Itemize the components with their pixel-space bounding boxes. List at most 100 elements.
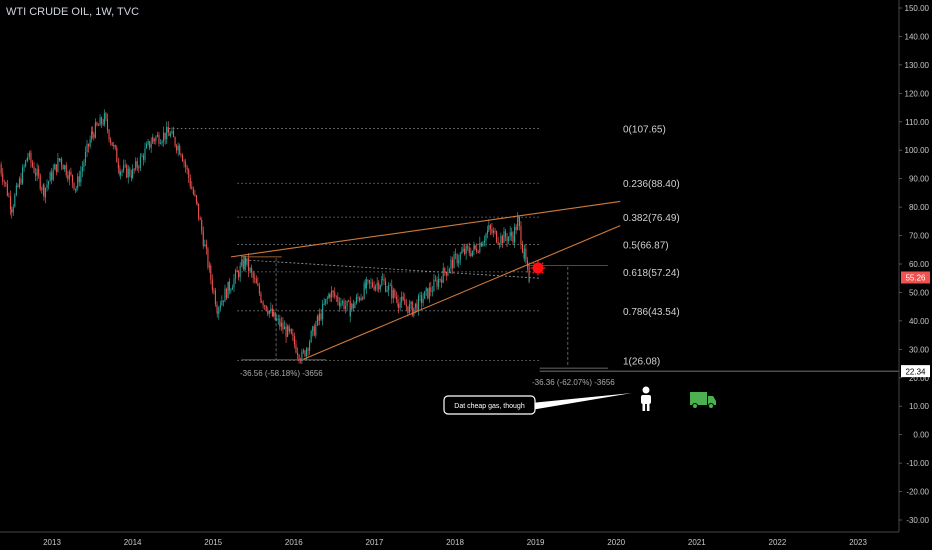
candle-body xyxy=(97,125,100,126)
candle-body xyxy=(407,306,409,313)
candle-body xyxy=(292,333,294,337)
candle-body xyxy=(401,296,403,303)
candle-body xyxy=(309,342,311,351)
candle-body xyxy=(310,331,312,343)
candle-body xyxy=(127,168,129,178)
truck-cab xyxy=(708,396,716,405)
candle-body xyxy=(389,285,391,287)
candle-body xyxy=(75,188,77,190)
candle-body xyxy=(121,170,123,173)
candle-body xyxy=(239,265,241,278)
candle-body xyxy=(111,142,113,146)
candle-body xyxy=(52,169,54,180)
candle-body xyxy=(405,304,407,307)
candle-body xyxy=(441,279,443,283)
candle-body xyxy=(473,245,475,251)
candle-body xyxy=(23,166,25,168)
candle-body xyxy=(189,178,191,187)
candle-body xyxy=(477,252,479,253)
candle-body xyxy=(290,329,292,334)
candle-body xyxy=(219,305,221,308)
candle-body xyxy=(518,217,520,227)
candle-body xyxy=(459,253,461,261)
y-tick-label: -30.00 xyxy=(906,516,929,525)
callout-text: Dat cheap gas, though xyxy=(454,403,525,410)
y-axis[interactable]: 150.00 140.00 130.00 120.00 110.00 100.00 90.0… xyxy=(898,0,930,532)
candle-body xyxy=(123,165,125,171)
candle-body xyxy=(345,306,347,309)
candle-body xyxy=(224,288,226,302)
candle-body xyxy=(141,155,143,157)
candle-body xyxy=(36,168,38,176)
candle-body xyxy=(198,203,200,219)
current-price-tag[interactable] xyxy=(901,271,930,284)
candle-body xyxy=(349,309,351,317)
candle-body xyxy=(431,291,433,292)
candle-body xyxy=(230,289,232,291)
lower-wedge-line[interactable] xyxy=(303,225,621,360)
candle-body xyxy=(255,278,257,284)
candle-body xyxy=(341,301,344,304)
candle-body xyxy=(436,280,438,287)
candle-body xyxy=(231,287,233,290)
candle-body xyxy=(108,129,110,140)
candle-body xyxy=(149,141,151,148)
candle-body xyxy=(430,287,432,292)
x-tick-label: 2016 xyxy=(285,538,303,547)
candle-body xyxy=(283,326,286,330)
candle-body xyxy=(58,158,60,161)
candle-body xyxy=(365,279,367,288)
measure-label-1: -36.56 (-58.18%) -3656 xyxy=(240,369,323,378)
candle-body xyxy=(142,155,144,160)
candle-body xyxy=(18,178,20,187)
candle-body xyxy=(113,145,115,146)
current-price-label: 55.26 xyxy=(905,274,926,283)
candle-body xyxy=(337,296,339,302)
fib-level-label: 0(107.65) xyxy=(623,124,666,135)
y-tick-label: 90.00 xyxy=(909,175,930,184)
candle-body xyxy=(467,246,469,248)
wedge-trendlines[interactable] xyxy=(230,200,621,360)
candle-body xyxy=(329,294,331,298)
candle-body xyxy=(517,217,519,218)
candle-body xyxy=(395,296,397,300)
crosshair-price-tag[interactable] xyxy=(901,365,930,378)
candle-body xyxy=(422,298,424,304)
candle-body xyxy=(205,244,207,249)
candle-body xyxy=(302,350,304,353)
x-tick-label: 2015 xyxy=(204,538,222,547)
candle-body xyxy=(328,294,330,298)
candle-body xyxy=(0,164,2,174)
candle-body xyxy=(101,117,103,124)
candle-body xyxy=(80,171,82,183)
candle-body xyxy=(391,285,393,299)
candle-body xyxy=(267,310,269,315)
truck-icon xyxy=(690,392,707,405)
candle-body xyxy=(135,161,137,170)
candle-body xyxy=(277,318,279,320)
candle-body xyxy=(304,350,306,357)
x-tick-label: 2013 xyxy=(43,538,61,547)
candle-body xyxy=(254,278,256,279)
x-tick-label: 2020 xyxy=(607,538,625,547)
candle-body xyxy=(461,251,463,254)
candle-body xyxy=(9,196,12,210)
candle-body xyxy=(89,139,91,147)
y-tick-label: 120.00 xyxy=(905,89,930,98)
candle-body xyxy=(12,206,14,213)
x-axis[interactable]: 2013 2014 2015 2016 2017 2018 2019 2020 2021 2022… xyxy=(0,531,899,547)
candle-body xyxy=(20,178,22,184)
fibonacci-retracement[interactable]: 0(107.65) 0.236(88.40) 0.382(76.49) 0.5(66.… xyxy=(168,124,680,367)
candle-body xyxy=(84,151,87,163)
candle-body xyxy=(360,297,362,301)
candle-body xyxy=(199,218,201,221)
candle-body xyxy=(335,296,337,298)
candle-body xyxy=(512,236,514,243)
candle-body xyxy=(485,233,487,241)
candle-body xyxy=(504,231,507,238)
annotations: -36.56 (-58.18%) -3656 -36.36 (-62.07%) -… xyxy=(240,258,899,387)
upper-wedge-line[interactable] xyxy=(230,200,621,258)
candle-body xyxy=(155,136,157,142)
candle-body xyxy=(213,289,215,291)
